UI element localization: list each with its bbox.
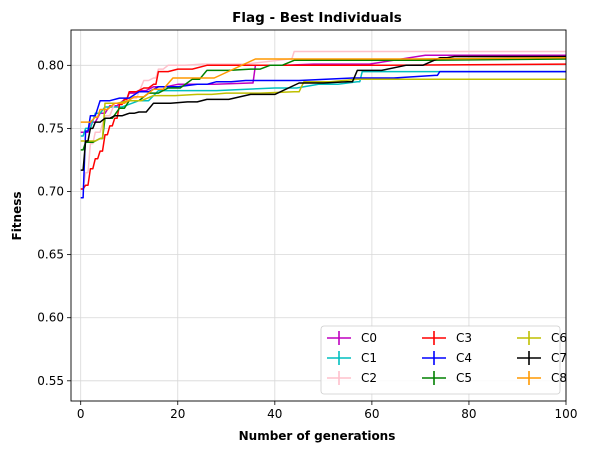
legend-item-c2: C2 (327, 371, 377, 385)
legend-item-c8: C8 (517, 371, 567, 385)
legend-label: C1 (361, 351, 377, 365)
y-axis-ticks: 0.55 0.60 0.65 0.70 0.75 0.80 (37, 58, 71, 388)
legend-item-c3: C3 (422, 331, 472, 345)
series-line-c1 (80, 70, 566, 137)
chart-title: Flag - Best Individuals (232, 10, 402, 26)
series-line-c4 (80, 70, 566, 199)
series-line-c5 (80, 58, 567, 151)
x-axis-label: Number of generations (239, 429, 396, 443)
x-tick-label: 40 (267, 407, 282, 421)
legend-item-c1: C1 (327, 351, 377, 365)
y-tick-label: 0.70 (37, 185, 64, 199)
legend-item-c5: C5 (422, 371, 472, 385)
legend: C0 C1 C2 C3 C4 C5 C6 C7 C8 (320, 325, 567, 395)
y-tick-label: 0.80 (37, 58, 64, 72)
series-line-c2 (80, 50, 566, 190)
legend-label: C5 (456, 371, 472, 385)
legend-item-c6: C6 (517, 331, 567, 345)
series-line-c8 (80, 57, 567, 123)
legend-label: C8 (551, 371, 567, 385)
series-lines (80, 50, 567, 199)
y-axis-label: Fitness (10, 191, 24, 240)
x-tick-label: 100 (555, 407, 578, 421)
legend-label: C2 (361, 371, 377, 385)
legend-label: C0 (361, 331, 377, 345)
series-line-c3 (80, 63, 567, 190)
legend-label: C4 (456, 351, 472, 365)
x-tick-label: 60 (364, 407, 379, 421)
series-line-c7 (80, 55, 566, 171)
legend-label: C6 (551, 331, 567, 345)
x-tick-label: 20 (170, 407, 185, 421)
x-tick-label: 0 (77, 407, 85, 421)
legend-label: C3 (456, 331, 472, 345)
series-line-c6 (80, 78, 566, 142)
x-tick-label: 80 (461, 407, 476, 421)
x-axis-ticks: 0 20 40 60 80 100 (77, 401, 578, 421)
legend-item-c4: C4 (422, 351, 472, 365)
plot-area-frame (70, 29, 567, 402)
y-tick-label: 0.75 (37, 121, 64, 135)
y-tick-label: 0.60 (37, 311, 64, 325)
y-tick-label: 0.65 (37, 248, 64, 262)
y-tick-label: 0.55 (37, 374, 64, 388)
legend-item-c0: C0 (327, 331, 377, 345)
legend-item-c7: C7 (517, 351, 567, 365)
legend-box (320, 325, 561, 395)
legend-label: C7 (551, 351, 567, 365)
